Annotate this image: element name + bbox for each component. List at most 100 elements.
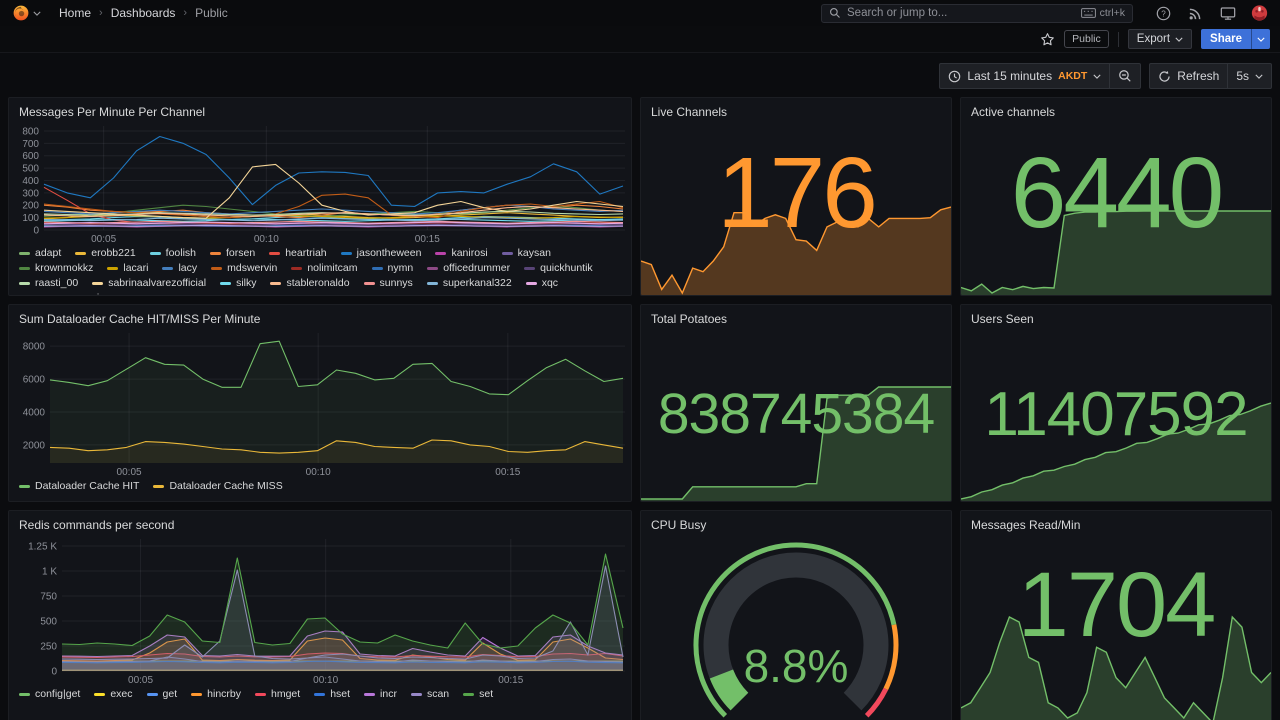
- time-controls-bar: Last 15 minutes AKDT Refresh 5s: [0, 53, 1280, 95]
- legend-swatch: [525, 281, 537, 285]
- legend-item[interactable]: incr: [364, 687, 397, 701]
- legend-label: scan: [426, 688, 450, 700]
- monitor-kiosk-icon[interactable]: [1219, 5, 1236, 22]
- legend-item[interactable]: erobb221: [75, 246, 136, 260]
- chart-legend: adapt erobb221 foolish forsen heartriah jason…: [9, 244, 631, 295]
- legend-item[interactable]: sunnys: [363, 276, 413, 290]
- news-rss-icon[interactable]: [1187, 5, 1204, 22]
- time-range-picker[interactable]: Last 15 minutes AKDT: [940, 64, 1109, 88]
- legend-item[interactable]: lacy: [162, 261, 197, 275]
- export-button[interactable]: Export: [1127, 29, 1193, 49]
- legend-item[interactable]: forsen: [210, 246, 255, 260]
- divider: [1227, 64, 1229, 88]
- favorite-star-icon[interactable]: [1040, 32, 1055, 47]
- legend-swatch: [501, 251, 513, 255]
- svg-text:250: 250: [40, 642, 57, 653]
- panel-title[interactable]: Live Channels: [651, 105, 728, 119]
- refresh-interval-picker[interactable]: 5s: [1228, 64, 1271, 88]
- legend-label: set: [479, 688, 494, 700]
- legend-label: jasontheween: [356, 247, 422, 259]
- legend-item[interactable]: foolish: [149, 246, 196, 260]
- legend-item[interactable]: sabrinaalvarezofficial: [92, 276, 206, 290]
- legend-item[interactable]: mdswervin: [211, 261, 277, 275]
- legend-swatch: [146, 692, 158, 696]
- svg-text:00:05: 00:05: [91, 234, 116, 244]
- legend-item[interactable]: hincrby: [191, 687, 241, 701]
- zoom-out-time-button[interactable]: [1110, 64, 1140, 88]
- legend-item[interactable]: set: [463, 687, 493, 701]
- breadcrumb-dashboards[interactable]: Dashboards: [110, 6, 176, 20]
- search-bar[interactable]: ctrl+k: [821, 3, 1133, 23]
- legend-item[interactable]: adapt: [19, 246, 61, 260]
- svg-text:0: 0: [51, 667, 57, 678]
- panel-title[interactable]: Users Seen: [971, 312, 1034, 326]
- legend-item[interactable]: config|get: [19, 687, 80, 701]
- stat-value-total-potatoes: 838745384: [657, 382, 935, 447]
- legend-item[interactable]: hset: [314, 687, 350, 701]
- panel-title[interactable]: Messages Read/Min: [971, 518, 1081, 532]
- timeseries-chart-redis[interactable]: 0 250 500 750 1 K 1.25 K 00:05 00:10 00:15: [17, 535, 625, 685]
- legend-item[interactable]: xqc: [525, 276, 558, 290]
- panel-title[interactable]: Redis commands per second: [19, 518, 175, 532]
- legend-label: nolimitcam: [307, 262, 358, 274]
- dashboard-actions-bar: Public Export Share: [0, 26, 1280, 53]
- legend-item[interactable]: raasti_00: [19, 276, 78, 290]
- legend-item[interactable]: kaysan: [501, 246, 551, 260]
- refresh-button[interactable]: Refresh: [1150, 64, 1227, 88]
- panel-title[interactable]: Total Potatoes: [651, 312, 728, 326]
- legend-item[interactable]: krownmokkz: [19, 261, 93, 275]
- legend-item[interactable]: silky: [220, 276, 256, 290]
- legend-item[interactable]: exec: [94, 687, 133, 701]
- legend-item[interactable]: kanirosi: [435, 246, 488, 260]
- legend-item[interactable]: quickhuntik: [524, 261, 593, 275]
- legend-label: Dataloader Cache HIT: [35, 480, 140, 492]
- svg-text:100: 100: [22, 213, 39, 224]
- share-menu-toggle[interactable]: [1251, 29, 1270, 49]
- legend-item[interactable]: yourragegaming: [19, 291, 111, 295]
- legend-item[interactable]: Dataloader Cache HIT: [19, 479, 139, 493]
- legend-swatch: [371, 266, 383, 270]
- svg-text:00:10: 00:10: [254, 234, 279, 244]
- search-icon: [830, 8, 840, 18]
- breadcrumb-home[interactable]: Home: [59, 6, 92, 20]
- legend-item[interactable]: officedrummer: [427, 261, 510, 275]
- panel-title[interactable]: CPU Busy: [651, 518, 707, 532]
- help-icon[interactable]: ?: [1155, 5, 1172, 22]
- legend-item[interactable]: hmget: [255, 687, 300, 701]
- legend-swatch: [269, 251, 281, 255]
- legend-label: lacy: [178, 262, 198, 274]
- timeseries-chart-dataloader[interactable]: 2000 4000 6000 8000 00:05 00:10 00:15: [17, 329, 625, 477]
- svg-text:400: 400: [22, 176, 39, 187]
- svg-text:00:05: 00:05: [117, 467, 142, 477]
- share-button[interactable]: Share: [1210, 33, 1242, 45]
- search-input[interactable]: [847, 7, 1075, 19]
- legend-item[interactable]: scan: [410, 687, 450, 701]
- panel-dataloader-cache: Sum Dataloader Cache HIT/MISS Per Minute…: [8, 304, 632, 502]
- legend-item[interactable]: nymn: [371, 261, 413, 275]
- legend-swatch: [75, 251, 87, 255]
- user-avatar[interactable]: [1251, 5, 1268, 22]
- grafana-logo-menu[interactable]: [12, 4, 41, 22]
- legend-item[interactable]: stableronaldo: [270, 276, 350, 290]
- legend-item[interactable]: get: [146, 687, 177, 701]
- panel-title[interactable]: Sum Dataloader Cache HIT/MISS Per Minute: [19, 312, 261, 326]
- legend-item[interactable]: heartriah: [269, 246, 327, 260]
- legend-item[interactable]: Dataloader Cache MISS: [153, 479, 283, 493]
- legend-item[interactable]: lacari: [107, 261, 148, 275]
- legend-item[interactable]: nolimitcam: [291, 261, 358, 275]
- panel-title[interactable]: Active channels: [971, 105, 1056, 119]
- share-split-button[interactable]: Share: [1201, 29, 1270, 49]
- legend-label: superkanal322: [442, 277, 512, 289]
- legend-item[interactable]: jasontheween: [340, 246, 422, 260]
- svg-text:600: 600: [22, 151, 39, 162]
- legend-swatch: [211, 266, 223, 270]
- legend-item[interactable]: superkanal322: [426, 276, 512, 290]
- legend-swatch: [19, 281, 30, 285]
- legend-swatch: [363, 281, 375, 285]
- dashboard-grid: Messages Per Minute Per Channel 0 100 200 3…: [0, 95, 1280, 720]
- panel-title[interactable]: Messages Per Minute Per Channel: [19, 105, 206, 119]
- refresh-icon: [1159, 70, 1170, 82]
- legend-swatch: [19, 266, 30, 270]
